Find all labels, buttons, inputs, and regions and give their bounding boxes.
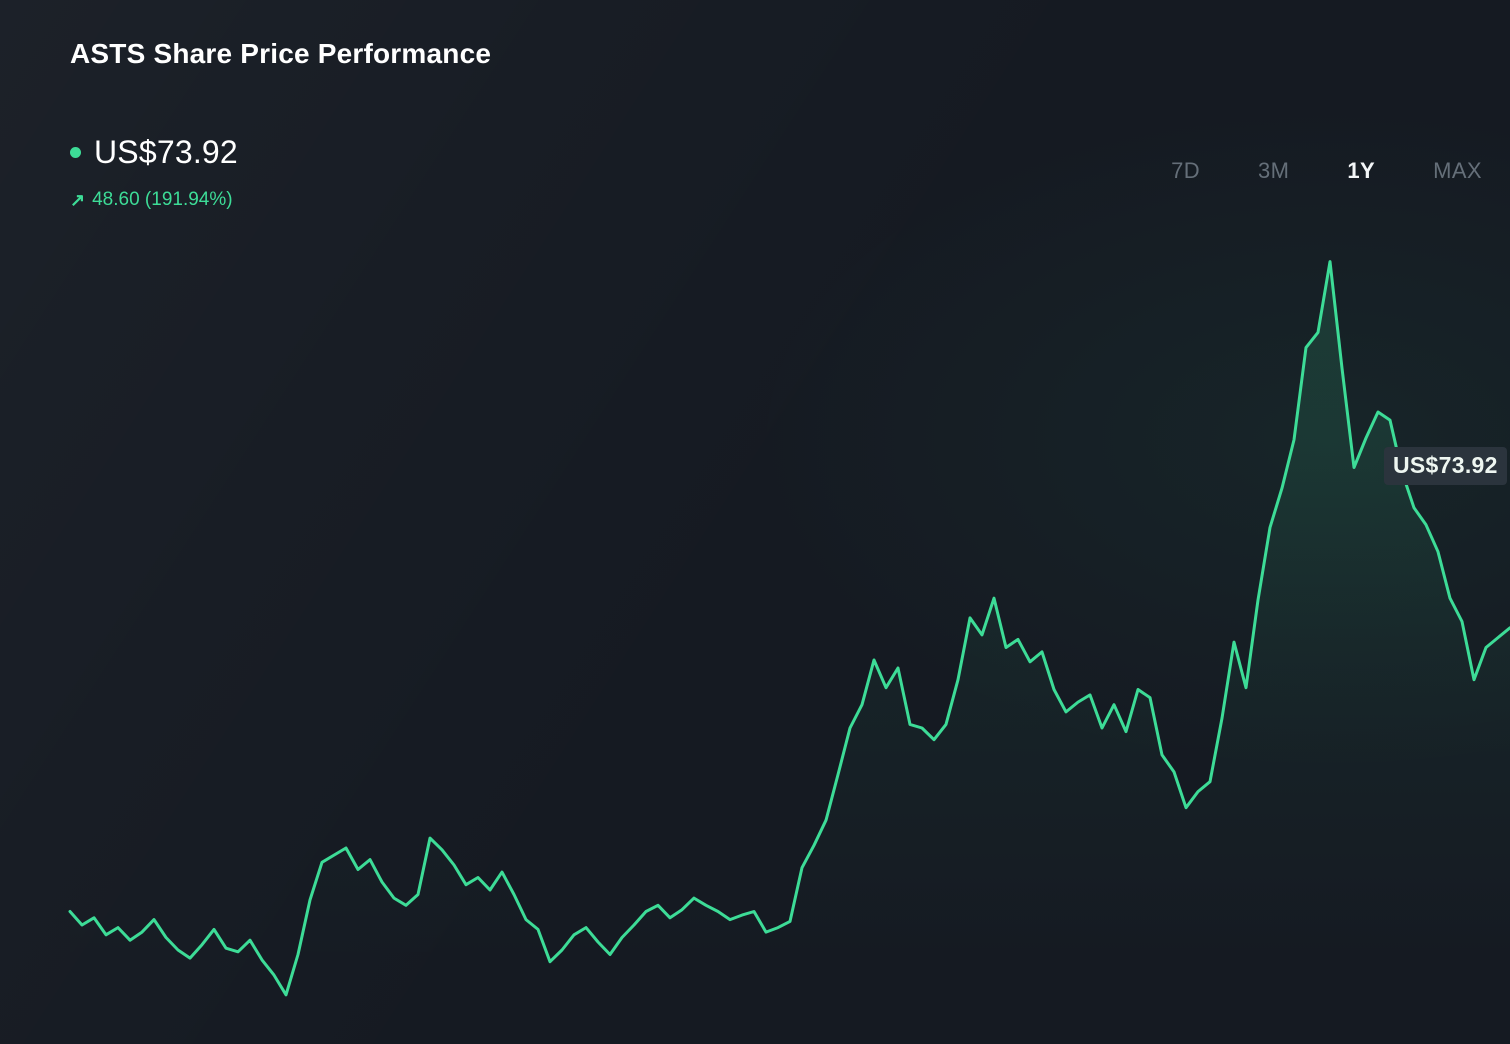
price-line	[68, 260, 1510, 997]
range-tab-1y[interactable]: 1Y	[1347, 158, 1376, 183]
range-tab-max[interactable]: MAX	[1433, 158, 1482, 183]
trend-up-arrow-icon: ↗	[70, 190, 86, 210]
price-tooltip-label: US$73.92	[1384, 447, 1507, 485]
range-tab-3m[interactable]: 3M	[1258, 158, 1290, 183]
price-area-fill	[70, 261, 1510, 1044]
current-price-row: US$73.92	[70, 134, 238, 171]
price-change-row: ↗ 48.60 (191.94%)	[70, 189, 233, 211]
price-dot-icon	[70, 147, 81, 158]
price-change-value: 48.60 (191.94%)	[92, 189, 233, 210]
page-title: ASTS Share Price Performance	[70, 38, 492, 69]
time-range-selector: 7D 3M 1Y MAX	[1171, 158, 1482, 184]
current-price: US$73.92	[94, 134, 238, 170]
range-tab-7d[interactable]: 7D	[1171, 158, 1201, 183]
